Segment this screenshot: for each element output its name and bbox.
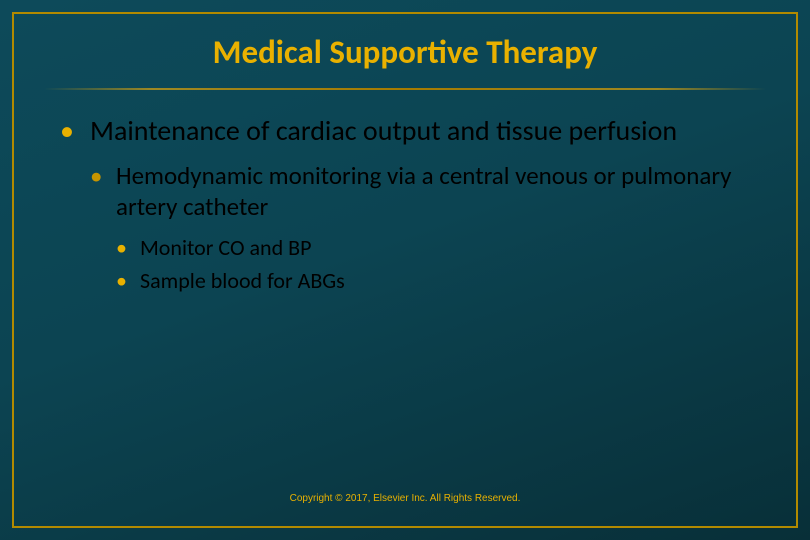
bullet-level2: Hemodynamic monitoring via a central ven… bbox=[90, 160, 756, 296]
slide: Medical Supportive Therapy Maintenance o… bbox=[0, 0, 810, 540]
slide-body: Maintenance of cardiac output and tissue… bbox=[54, 114, 756, 296]
bullet-text: Sample blood for ABGs bbox=[140, 267, 345, 294]
bullet-level3: Sample blood for ABGs bbox=[116, 266, 756, 296]
slide-frame: Medical Supportive Therapy Maintenance o… bbox=[12, 12, 798, 528]
bullet-text: Hemodynamic monitoring via a central ven… bbox=[116, 160, 732, 222]
slide-title: Medical Supportive Therapy bbox=[54, 32, 756, 88]
bullet-level1: Maintenance of cardiac output and tissue… bbox=[60, 114, 756, 296]
copyright-footer: Copyright © 2017, Elsevier Inc. All Righ… bbox=[14, 493, 796, 504]
bullet-level3: Monitor CO and BP bbox=[116, 233, 756, 263]
bullet-text: Maintenance of cardiac output and tissue… bbox=[90, 113, 677, 148]
title-underline bbox=[44, 88, 766, 90]
bullet-text: Monitor CO and BP bbox=[140, 234, 311, 261]
